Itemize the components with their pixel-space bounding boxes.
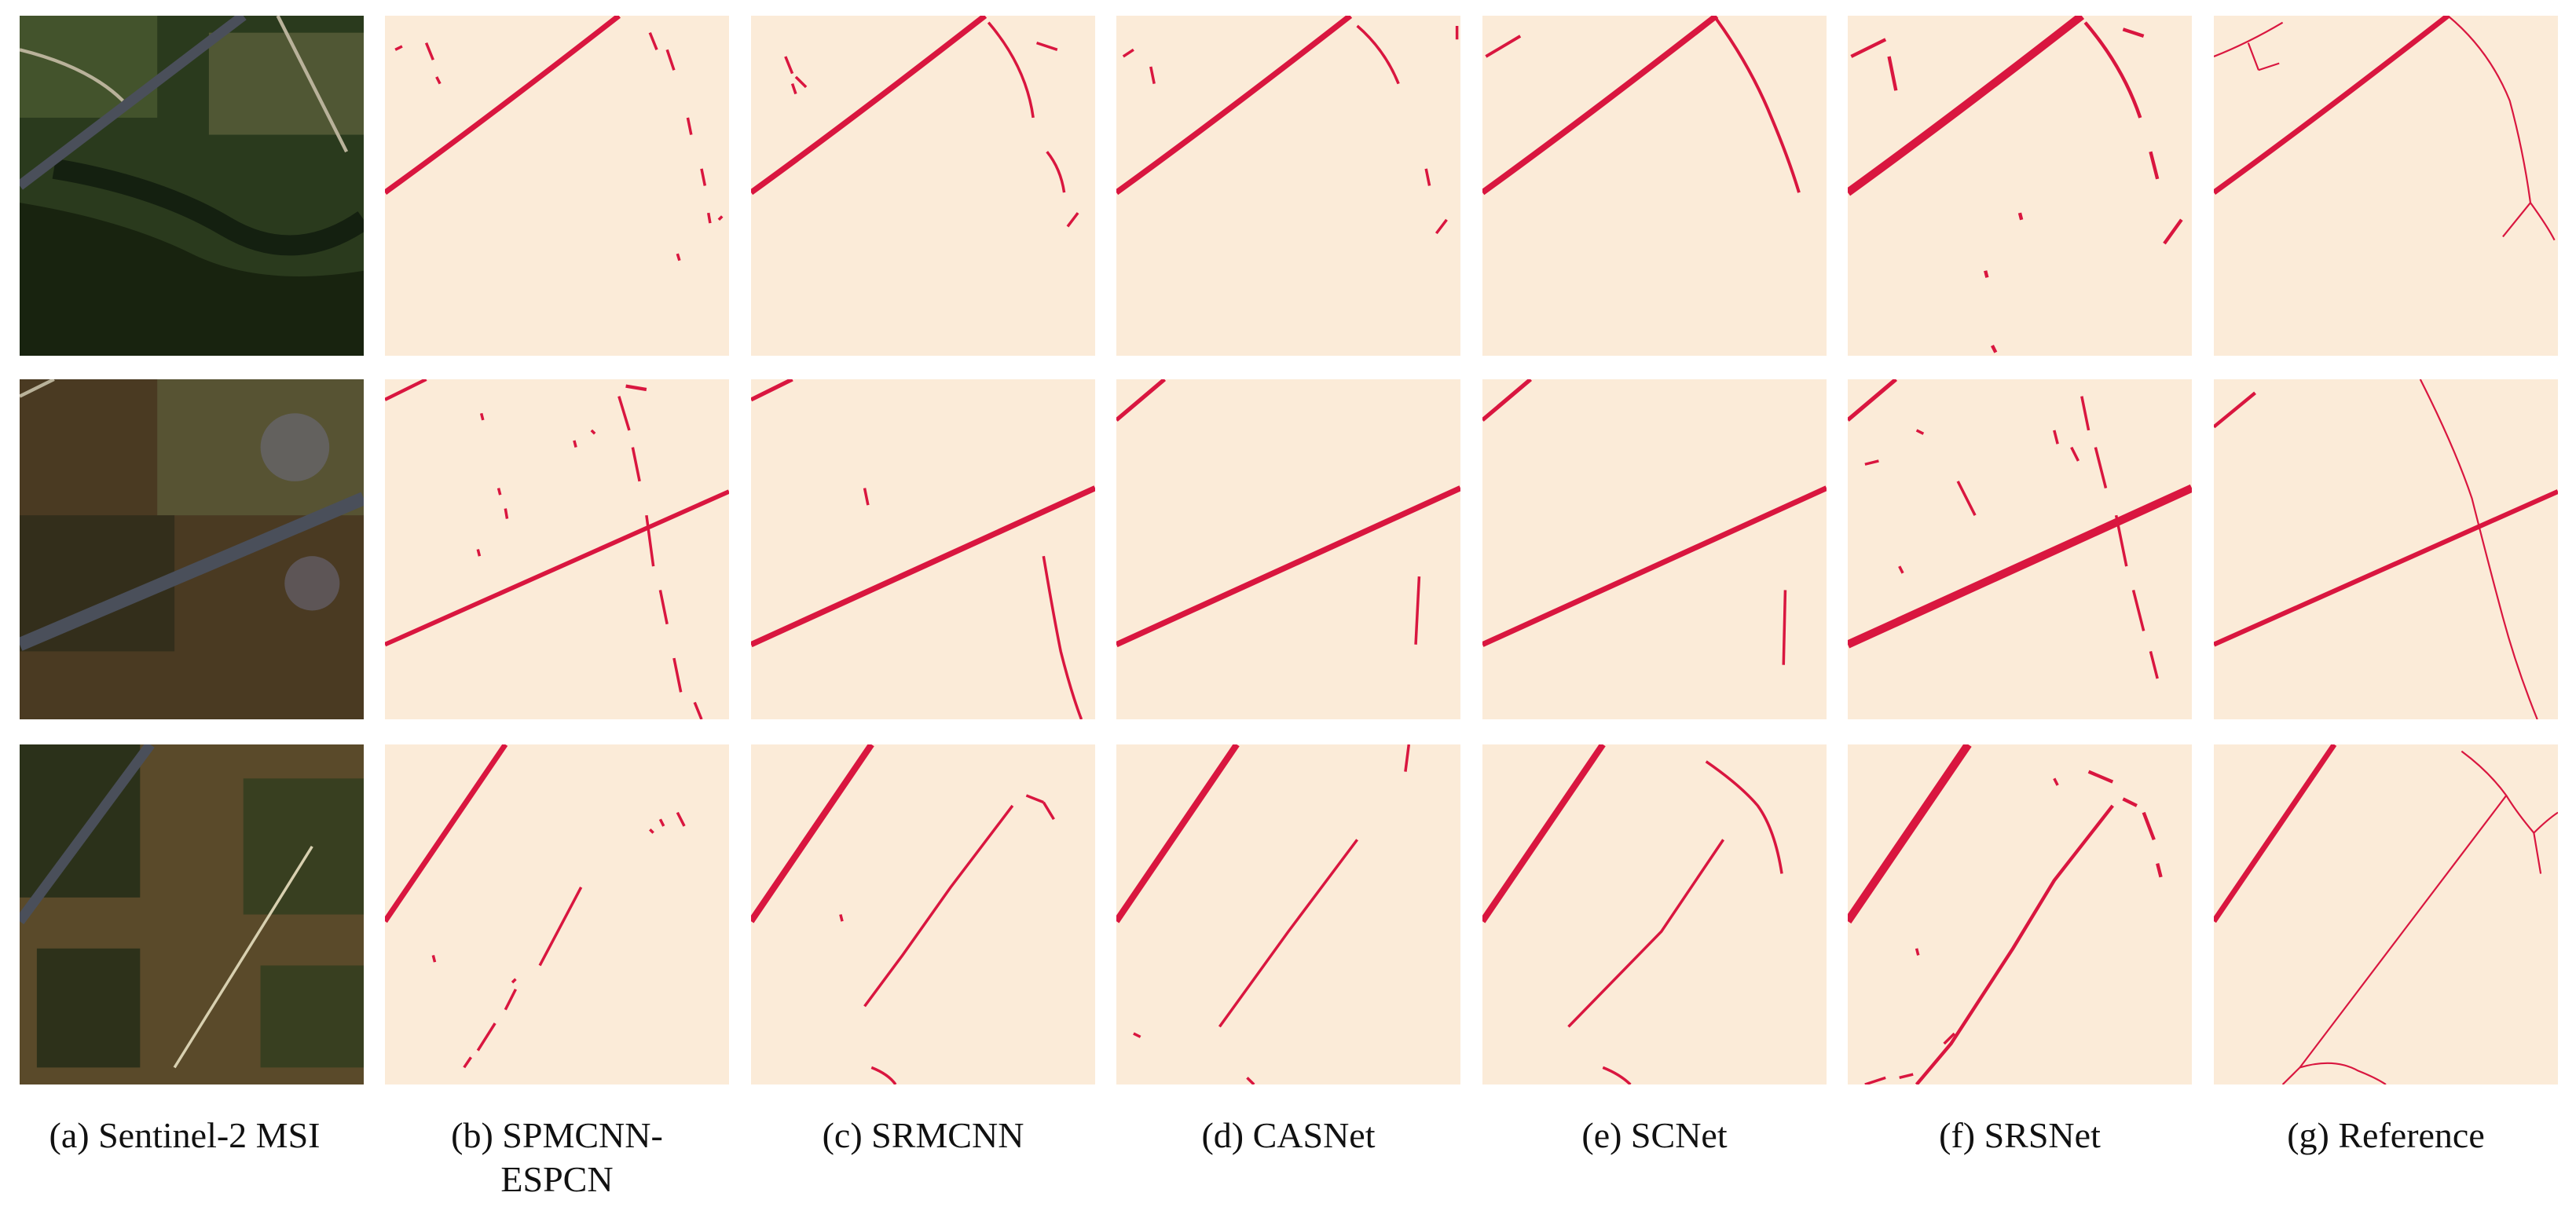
caption-col-a: (a) Sentinel-2 MSI: [49, 1115, 321, 1155]
road-map-row-3-spmcnn-espcn: [385, 744, 729, 1084]
road-map-row-3-casnet: [1116, 744, 1460, 1084]
caption-col-e: (e) SCNet: [1581, 1115, 1728, 1155]
road-map-row-1-casnet: [1116, 16, 1460, 356]
road-map-row-2-srmcnn: [751, 379, 1095, 719]
road-map-row-3-srsnet: [1848, 744, 2192, 1084]
caption-col-g: (g) Reference: [2287, 1115, 2485, 1155]
caption-col-b: (b) SPMCNN- ESPCN: [451, 1115, 663, 1199]
road-map-row-1-spmcnn-espcn: [385, 16, 729, 356]
road-map-row-3-scnet: [1482, 744, 1827, 1084]
road-map-row-2-reference: [2214, 379, 2558, 719]
satellite-image-row-2: [20, 379, 364, 719]
caption-col-f: (f) SRSNet: [1939, 1115, 2101, 1155]
road-map-row-2-casnet: [1116, 379, 1460, 719]
road-map-row-2-srsnet: [1848, 379, 2192, 719]
caption-col-d: (d) CASNet: [1201, 1115, 1376, 1155]
road-map-row-1-srmcnn: [751, 16, 1095, 356]
road-map-row-2-scnet: [1482, 379, 1827, 719]
road-map-row-1-scnet: [1482, 16, 1827, 356]
road-map-row-1-reference: [2214, 16, 2558, 356]
road-map-row-2-spmcnn-espcn: [385, 379, 729, 719]
road-map-row-3-reference: [2214, 744, 2558, 1084]
road-map-row-1-srsnet: [1848, 16, 2192, 356]
satellite-image-row-3: [20, 744, 364, 1084]
satellite-image-row-1: [20, 16, 364, 356]
caption-col-c: (c) SRMCNN: [822, 1115, 1024, 1155]
road-map-row-3-srmcnn: [751, 744, 1095, 1084]
